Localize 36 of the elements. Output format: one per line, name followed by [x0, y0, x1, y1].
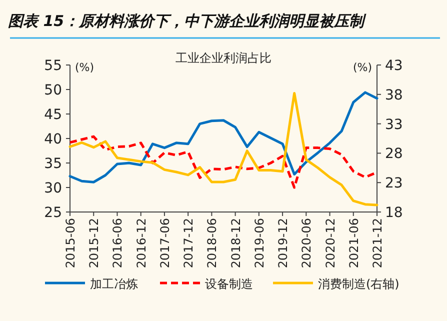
y2-tick-label: 38: [385, 87, 403, 104]
x-tick-label: 2019-12: [276, 218, 290, 268]
x-tick-label: 2016-12: [134, 218, 148, 268]
line-series: [68, 92, 378, 206]
line-series: [68, 91, 378, 184]
x-tick-label: 2021-12: [370, 218, 384, 268]
legend-label: 消费制造(右轴): [318, 277, 400, 291]
x-tick-label: 2019-06: [252, 218, 266, 268]
chart-subtitle: 工业企业利润占比: [176, 51, 272, 65]
legend-label: 设备制造: [205, 277, 253, 291]
x-tick-label: 2017-06: [158, 218, 172, 268]
y-tick-label: 40: [44, 132, 62, 148]
x-tick-label: 2020-06: [300, 218, 314, 268]
x-tick-label: 2020-12: [323, 218, 338, 268]
y2-tick-label: 28: [385, 146, 403, 162]
x-tick-label: 2015-06: [64, 218, 78, 268]
y2-tick-label: 18: [385, 205, 403, 221]
y-tick-label: 45: [44, 107, 62, 123]
y2-tick-label: 33: [385, 116, 403, 133]
y-tick-label: 50: [44, 82, 62, 98]
x-tick-label: 2021-06: [346, 218, 361, 268]
x-tick-label: 2017-12: [182, 218, 196, 268]
y-axis-title: (%): [75, 61, 94, 74]
chart-title: 图表 15：原材料涨价下，中下游企业利润明显被压制: [8, 12, 368, 30]
x-tick-label: 2018-12: [228, 218, 243, 268]
y2-axis-title: (%): [352, 61, 372, 74]
y2-tick-label: 23: [385, 176, 403, 192]
x-tick-label: 2016-06: [110, 218, 125, 268]
y-tick-label: 25: [44, 205, 62, 221]
y2-tick-label: 43: [385, 58, 403, 74]
x-tick-label: 2018-06: [205, 218, 220, 268]
y-tick-label: 35: [44, 156, 62, 172]
y-tick-label: 55: [44, 58, 62, 74]
x-tick-label: 2015-12: [87, 218, 102, 268]
y-tick-label: 30: [44, 180, 62, 196]
legend-label: 加工冶炼: [90, 277, 138, 291]
